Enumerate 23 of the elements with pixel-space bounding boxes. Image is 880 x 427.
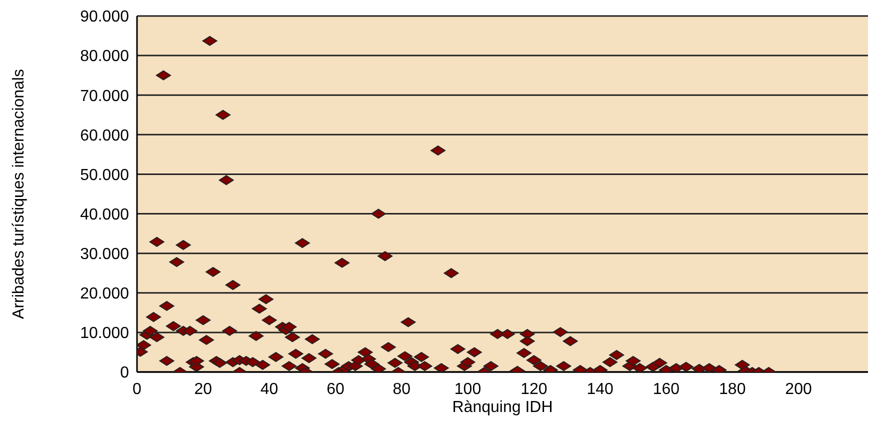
x-tick-label: 160 [652,381,680,398]
x-tick-label: 60 [326,381,344,398]
x-tick-label: 100 [454,381,482,398]
x-tick-label: 140 [586,381,614,398]
x-tick-label: 180 [719,381,746,398]
x-tick-label: 0 [132,381,142,398]
x-axis-title: Rànquing IDH [452,399,553,416]
y-tick-label: 50.000 [80,166,130,184]
y-tick-label: 70.000 [80,88,130,105]
y-tick-label: 90.000 [80,8,130,26]
x-tick-label: 200 [785,381,812,398]
y-axis-title: Arribades turístiques internacionals [10,69,28,319]
y-tick-label: 0 [120,364,130,382]
x-tick-label: 20 [194,381,212,398]
y-tick-label: 20.000 [80,286,130,303]
x-tick-label: 40 [260,381,278,398]
y-tick-label: 10.000 [80,325,130,342]
x-tick-label: 80 [392,381,411,398]
y-tick-label: 30.000 [80,246,130,264]
y-tick-label: 60.000 [80,127,130,144]
x-tick-label: 120 [520,381,548,398]
y-tick-label: 40.000 [80,206,130,224]
y-tick-label: 80.000 [80,48,130,66]
